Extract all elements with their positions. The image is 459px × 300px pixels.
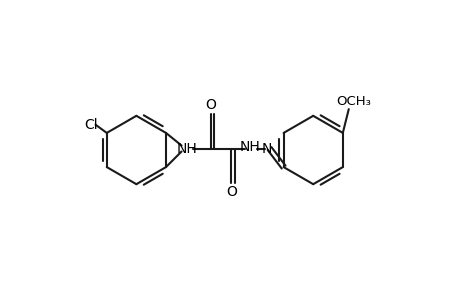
Text: NH: NH — [239, 140, 260, 154]
Text: Cl: Cl — [84, 118, 98, 132]
Text: OCH₃: OCH₃ — [335, 95, 370, 108]
Text: O: O — [205, 98, 216, 112]
Text: NH: NH — [176, 142, 197, 155]
Text: N: N — [261, 142, 272, 155]
Text: O: O — [225, 185, 236, 199]
